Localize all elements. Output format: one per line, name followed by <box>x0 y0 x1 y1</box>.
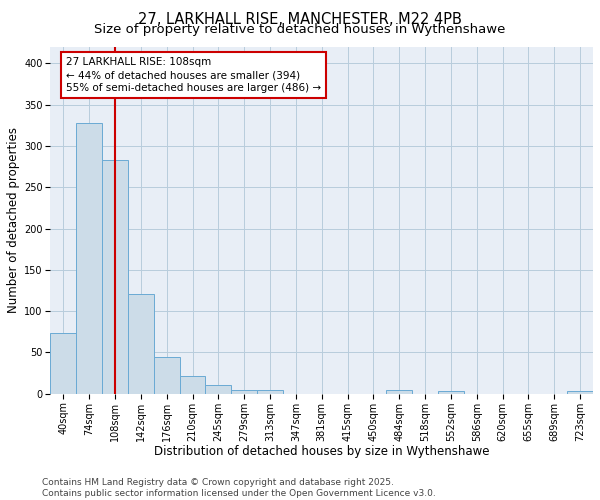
Bar <box>154 358 179 394</box>
Bar <box>179 376 205 394</box>
Text: Size of property relative to detached houses in Wythenshawe: Size of property relative to detached ho… <box>94 24 506 36</box>
Bar <box>231 390 257 394</box>
Bar <box>205 384 231 394</box>
Text: 27, LARKHALL RISE, MANCHESTER, M22 4PB: 27, LARKHALL RISE, MANCHESTER, M22 4PB <box>138 12 462 28</box>
Bar <box>50 332 76 394</box>
Text: Contains HM Land Registry data © Crown copyright and database right 2025.
Contai: Contains HM Land Registry data © Crown c… <box>42 478 436 498</box>
Bar <box>257 390 283 394</box>
Bar <box>386 390 412 394</box>
Bar <box>76 123 102 394</box>
X-axis label: Distribution of detached houses by size in Wythenshawe: Distribution of detached houses by size … <box>154 445 490 458</box>
Text: 27 LARKHALL RISE: 108sqm
← 44% of detached houses are smaller (394)
55% of semi-: 27 LARKHALL RISE: 108sqm ← 44% of detach… <box>66 57 321 94</box>
Bar <box>102 160 128 394</box>
Bar <box>128 294 154 394</box>
Y-axis label: Number of detached properties: Number of detached properties <box>7 128 20 314</box>
Bar <box>567 392 593 394</box>
Bar <box>438 392 464 394</box>
